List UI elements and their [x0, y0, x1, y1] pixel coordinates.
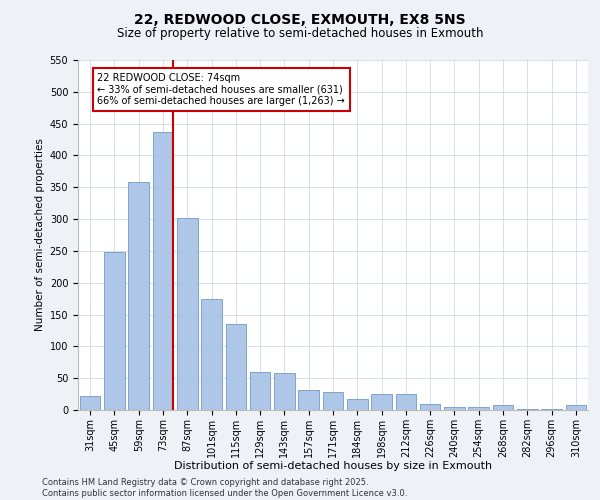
Y-axis label: Number of semi-detached properties: Number of semi-detached properties	[35, 138, 46, 332]
Bar	[541, 408, 562, 410]
Bar	[469, 407, 489, 410]
Bar	[566, 405, 586, 410]
Bar	[493, 405, 514, 410]
Bar	[298, 390, 319, 410]
Bar	[371, 394, 392, 410]
Bar	[420, 404, 440, 410]
Bar	[444, 407, 465, 410]
Bar	[250, 372, 271, 410]
Bar	[395, 394, 416, 410]
Bar	[80, 396, 100, 410]
Bar	[226, 324, 246, 410]
Bar	[517, 408, 538, 410]
Text: Contains HM Land Registry data © Crown copyright and database right 2025.
Contai: Contains HM Land Registry data © Crown c…	[42, 478, 407, 498]
Text: Size of property relative to semi-detached houses in Exmouth: Size of property relative to semi-detach…	[117, 28, 483, 40]
Bar	[323, 392, 343, 410]
Bar	[274, 373, 295, 410]
Bar	[347, 398, 368, 410]
Bar	[152, 132, 173, 410]
X-axis label: Distribution of semi-detached houses by size in Exmouth: Distribution of semi-detached houses by …	[174, 461, 492, 471]
Bar	[201, 300, 222, 410]
Bar	[128, 182, 149, 410]
Text: 22, REDWOOD CLOSE, EXMOUTH, EX8 5NS: 22, REDWOOD CLOSE, EXMOUTH, EX8 5NS	[134, 12, 466, 26]
Bar	[104, 252, 125, 410]
Bar	[177, 218, 197, 410]
Text: 22 REDWOOD CLOSE: 74sqm
← 33% of semi-detached houses are smaller (631)
66% of s: 22 REDWOOD CLOSE: 74sqm ← 33% of semi-de…	[97, 72, 345, 106]
